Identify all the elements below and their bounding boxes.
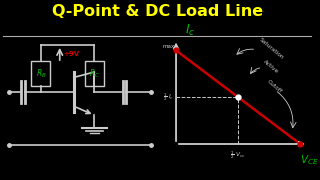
Text: $V_{CE}$: $V_{CE}$	[300, 153, 319, 167]
Text: $I_c$: $I_c$	[186, 23, 196, 38]
Text: Cutoff: Cutoff	[266, 79, 283, 94]
Bar	[85, 61, 104, 86]
Text: $R_B$: $R_B$	[36, 68, 46, 80]
Bar	[31, 61, 50, 86]
Text: $\frac{1}{2}$ $I_c$: $\frac{1}{2}$ $I_c$	[163, 91, 174, 103]
Text: $\frac{1}{2}$ $V_{cc}$: $\frac{1}{2}$ $V_{cc}$	[230, 149, 246, 161]
Text: Active: Active	[262, 59, 280, 74]
Text: $R_C$: $R_C$	[89, 68, 100, 80]
Text: +9V: +9V	[63, 51, 79, 57]
Text: Q-Point & DC Load Line: Q-Point & DC Load Line	[52, 4, 263, 19]
Text: Saturation: Saturation	[258, 37, 284, 60]
Text: max: max	[162, 44, 174, 49]
